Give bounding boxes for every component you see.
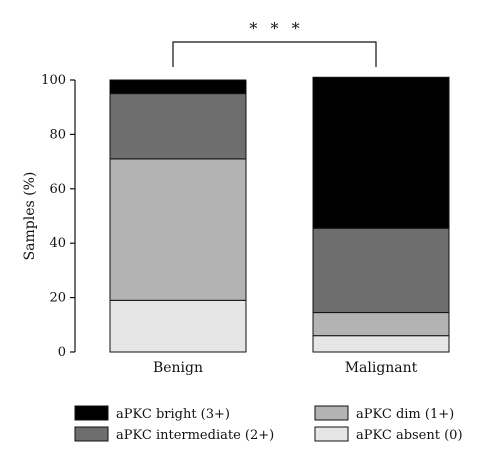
legend-swatch <box>74 405 109 421</box>
legend-label: aPKC absent (0) <box>356 428 463 443</box>
legend: aPKC bright (3+) aPKC dim (1+) aPKC interm… <box>74 405 463 443</box>
bar-segment-benign-1 <box>109 158 247 301</box>
category-labels: Benign Malignant <box>153 360 418 376</box>
y-axis: 0 20 40 60 80 100 <box>41 73 76 360</box>
y-axis-title: Samples (%) <box>22 172 38 261</box>
legend-label: aPKC dim (1+) <box>356 407 454 422</box>
y-tick-label: 20 <box>49 291 66 306</box>
bars-group <box>109 76 450 353</box>
legend-swatch <box>314 405 349 421</box>
bar-segment-malignant-1 <box>312 312 450 337</box>
legend-swatch <box>314 426 349 442</box>
category-label-malignant: Malignant <box>345 360 418 376</box>
bar-segment-benign-0 <box>109 299 247 353</box>
y-tick-label: 40 <box>49 236 66 251</box>
bar-segment-benign-3 <box>109 79 247 95</box>
y-tick-label: 60 <box>49 182 66 197</box>
significance-label: * * * <box>249 19 303 38</box>
y-tick-label: 0 <box>58 345 66 360</box>
bar-segment-benign-2 <box>109 93 247 160</box>
bar-segment-malignant-0 <box>312 335 450 353</box>
y-tick-label: 80 <box>49 127 66 142</box>
legend-label: aPKC intermediate (2+) <box>116 428 274 443</box>
bar-segment-malignant-2 <box>312 227 450 314</box>
legend-label: aPKC bright (3+) <box>116 407 230 422</box>
category-label-benign: Benign <box>153 360 203 376</box>
significance-bracket-line <box>172 41 377 67</box>
significance-bracket: * * * <box>172 19 377 67</box>
legend-swatch <box>74 426 109 442</box>
y-tick-label: 100 <box>41 73 66 88</box>
bar-segment-malignant-3 <box>312 76 450 229</box>
